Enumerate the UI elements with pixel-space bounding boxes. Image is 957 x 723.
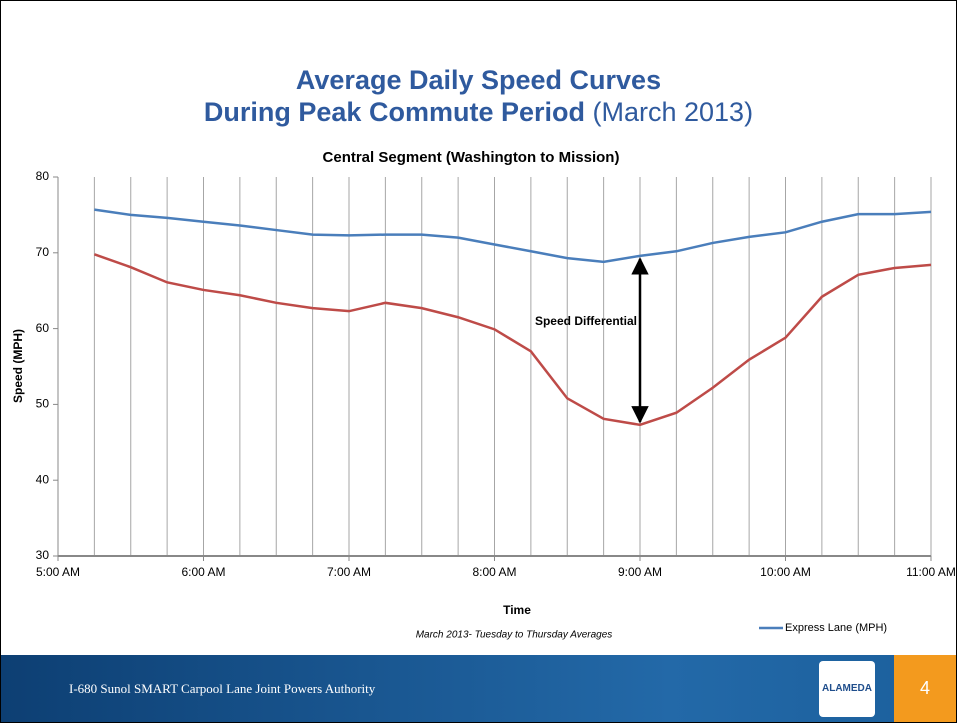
footer-text: I-680 Sunol SMART Carpool Lane Joint Pow… bbox=[69, 681, 376, 696]
series-line bbox=[94, 208, 932, 264]
chart: Central Segment (Washington to Mission) … bbox=[11, 149, 956, 641]
series-line bbox=[93, 253, 932, 427]
y-tick-label: 50 bbox=[36, 397, 50, 411]
subtitle-bold: During Peak Commute Period bbox=[203, 97, 585, 127]
x-tick-label: 7:00 AM bbox=[327, 565, 371, 579]
slide-title: Average Daily Speed Curves bbox=[295, 65, 662, 95]
x-tick-label: 9:00 AM bbox=[618, 565, 662, 579]
legend-label: Express Lane (MPH) bbox=[785, 622, 887, 634]
subtitle-date: (March 2013) bbox=[592, 97, 754, 127]
y-tick-label: 40 bbox=[36, 472, 50, 486]
x-tick-label: 6:00 AM bbox=[181, 565, 225, 579]
y-tick-label: 80 bbox=[36, 169, 50, 183]
x-tick-label: 5:00 AM bbox=[36, 565, 80, 579]
y-tick-label: 70 bbox=[36, 245, 50, 259]
y-axis-label: Speed (MPH) bbox=[11, 329, 25, 403]
y-tick-label: 60 bbox=[36, 321, 50, 335]
footer: I-680 Sunol SMART Carpool Lane Joint Pow… bbox=[1, 655, 956, 722]
y-tick-label: 30 bbox=[36, 548, 50, 562]
page-number: 4 bbox=[894, 655, 956, 722]
x-axis-label: Time bbox=[503, 603, 531, 617]
annotation: Speed Differential bbox=[535, 314, 637, 328]
x-tick-label: 8:00 AM bbox=[472, 565, 516, 579]
chart-note: March 2013- Tuesday to Thursday Averages bbox=[416, 630, 613, 641]
slide-subtitle: During Peak Commute Period (March 2013) bbox=[1, 96, 956, 128]
chart-title: Central Segment (Washington to Mission) bbox=[323, 149, 620, 166]
logo: ALAMEDA bbox=[819, 661, 875, 717]
x-tick-label: 11:00 AM bbox=[906, 565, 956, 579]
x-tick-label: 10:00 AM bbox=[760, 565, 811, 579]
